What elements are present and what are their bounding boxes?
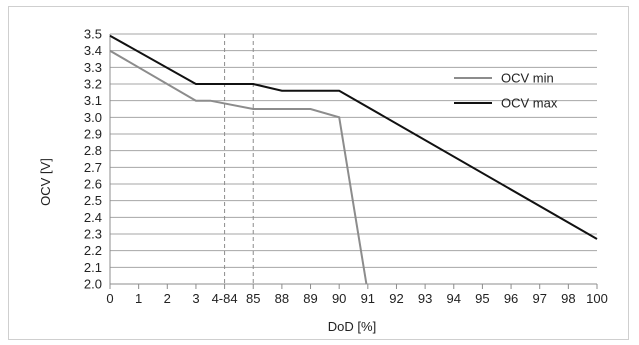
x-tick-label: 3 — [192, 291, 199, 306]
x-tick-label: 4-84 — [212, 291, 238, 306]
x-tick-label: 97 — [532, 291, 546, 306]
x-tick-label: 91 — [361, 291, 375, 306]
y-tick-label: 2.6 — [84, 177, 102, 192]
x-tick-label: 2 — [164, 291, 171, 306]
y-tick-label: 2.4 — [84, 210, 102, 225]
y-tick-label: 2.2 — [84, 243, 102, 258]
y-tick-label: 2.3 — [84, 227, 102, 242]
x-tick-label: 90 — [332, 291, 346, 306]
y-axis-title: OCV [V] — [38, 158, 53, 206]
y-tick-label: 3.4 — [84, 43, 102, 58]
x-tick-label: 95 — [475, 291, 489, 306]
reference-lines — [224, 34, 254, 284]
y-tick-label: 2.7 — [84, 160, 102, 175]
x-tick-label: 92 — [389, 291, 403, 306]
x-tick-label: 98 — [561, 291, 575, 306]
legend-label: OCV min — [501, 71, 554, 86]
legend-label: OCV max — [501, 96, 558, 111]
y-tick-label: 2.9 — [84, 127, 102, 142]
x-tick-label: 89 — [303, 291, 317, 306]
x-tick-label: 0 — [106, 291, 113, 306]
y-tick-label: 2.8 — [84, 143, 102, 158]
ocv-max-line — [109, 34, 598, 240]
x-tick-label: 96 — [504, 291, 518, 306]
axes: 2.0 2.1 2.22.3 2.4 2.52.6 2.7 2.82.9 3.0 3.13.2 3… — [84, 27, 608, 307]
series-layer — [109, 34, 598, 285]
x-axis-title: DoD [%] — [328, 319, 376, 334]
x-tick-label: 88 — [275, 291, 289, 306]
x-tick-label: 85 — [246, 291, 260, 306]
x-tick-label: 93 — [418, 291, 432, 306]
y-tick-label: 3.1 — [84, 93, 102, 108]
x-tick-label: 100 — [586, 291, 608, 306]
x-tick-label: 94 — [447, 291, 461, 306]
x-tick-label: 1 — [135, 291, 142, 306]
y-tick-label: 3.3 — [84, 60, 102, 75]
y-tick-label: 3.0 — [84, 110, 102, 125]
y-tick-label: 2.5 — [84, 193, 102, 208]
legend: OCV min OCV max — [454, 71, 558, 111]
y-tick-label: 2.0 — [84, 277, 102, 292]
ocv-min-line — [109, 49, 368, 285]
y-tick-label: 3.2 — [84, 77, 102, 92]
y-tick-label: 2.1 — [84, 260, 102, 275]
y-tick-label: 3.5 — [84, 27, 102, 42]
